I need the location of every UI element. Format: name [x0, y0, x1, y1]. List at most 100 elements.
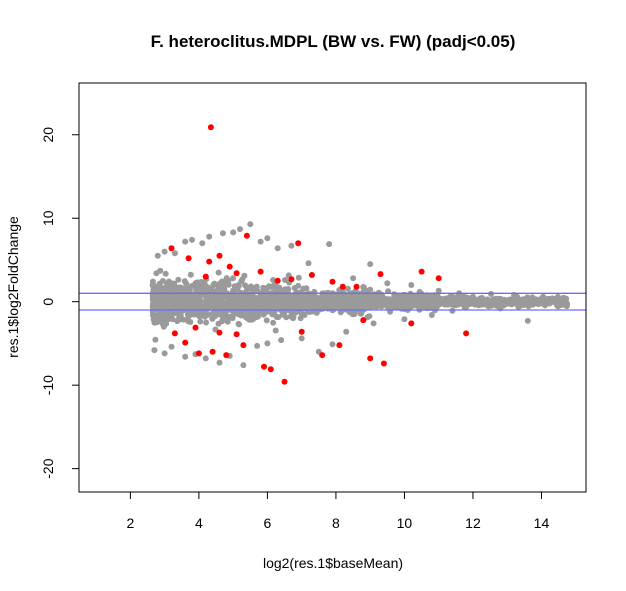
gray-point	[274, 245, 281, 252]
gray-point	[408, 282, 415, 288]
gray-point	[236, 311, 242, 318]
y-axis: -20 -10 0 10 20	[40, 127, 80, 479]
red-point	[267, 366, 274, 373]
gray-point	[201, 313, 208, 320]
y-tick-label: 10	[40, 210, 56, 226]
gray-point	[397, 299, 404, 306]
gray-point	[299, 296, 306, 302]
gray-point	[230, 275, 236, 282]
gray-point	[490, 296, 497, 303]
x-axis: 2 4 6 8 10 12 14	[126, 491, 549, 531]
gray-point	[161, 350, 168, 357]
gray-point	[379, 300, 385, 307]
gray-point	[412, 295, 419, 302]
red-point	[261, 363, 267, 370]
gray-point	[203, 294, 210, 301]
gray-point	[203, 319, 210, 326]
red-point	[216, 252, 223, 259]
gray-point	[277, 299, 284, 306]
gray-point	[470, 293, 476, 300]
chart-title: F. heteroclitus.MDPL (BW vs. FW) (padj<0…	[151, 32, 516, 51]
red-point	[329, 278, 336, 285]
gray-point	[278, 337, 285, 344]
y-axis-label: res.1$log2FoldChange	[5, 216, 21, 358]
y-tick-label: -20	[40, 458, 56, 478]
gray-point	[449, 307, 456, 314]
gray-point	[175, 287, 181, 294]
gray-point	[239, 276, 246, 283]
gray-point	[455, 298, 462, 305]
gray-point	[191, 295, 198, 301]
gray-point	[196, 300, 203, 307]
gray-point	[330, 306, 337, 313]
gray-point	[337, 309, 344, 316]
red-point	[336, 342, 343, 349]
gray-point	[354, 299, 361, 306]
gray-point	[444, 301, 451, 308]
y-tick-label: 0	[40, 298, 56, 306]
red-point	[226, 263, 233, 270]
gray-point	[295, 301, 301, 308]
gray-point	[274, 288, 280, 295]
gray-point	[416, 293, 423, 299]
gray-point	[435, 287, 442, 294]
gray-point	[338, 294, 344, 301]
red-point	[206, 258, 213, 265]
gray-point	[151, 283, 158, 290]
gray-point	[270, 319, 277, 326]
gray-point	[283, 297, 290, 304]
gray-point	[162, 270, 169, 277]
series-red-points	[168, 124, 470, 385]
gray-point	[261, 297, 268, 304]
red-point	[463, 330, 470, 337]
red-point	[202, 273, 209, 280]
red-point	[360, 317, 367, 324]
gray-point	[288, 242, 295, 249]
gray-point	[183, 285, 190, 292]
gray-point	[263, 317, 270, 324]
gray-point	[191, 300, 198, 307]
gray-point	[180, 294, 186, 301]
gray-point	[298, 310, 305, 317]
gray-point	[344, 285, 351, 292]
gray-point	[211, 280, 218, 287]
gray-point	[562, 300, 569, 307]
gray-point	[324, 304, 331, 311]
gray-point	[318, 303, 325, 310]
gray-point	[280, 287, 287, 294]
gray-point	[329, 298, 336, 305]
gray-point	[182, 353, 189, 360]
gray-point	[329, 341, 336, 348]
x-tick-label: 12	[465, 515, 481, 531]
gray-point	[252, 294, 258, 301]
gray-point	[254, 287, 261, 294]
gray-point	[343, 328, 350, 335]
gray-point	[393, 303, 400, 310]
gray-point	[275, 314, 282, 321]
gray-point	[173, 302, 180, 309]
gray-point	[401, 316, 408, 323]
gray-point	[214, 302, 221, 309]
gray-point	[245, 305, 251, 312]
red-point	[171, 330, 178, 337]
red-point	[209, 348, 216, 355]
red-point	[319, 352, 326, 359]
gray-point	[270, 277, 277, 283]
gray-point	[182, 300, 188, 307]
gray-point	[202, 355, 209, 362]
red-point	[308, 272, 315, 278]
gray-point	[236, 321, 242, 328]
gray-point	[187, 319, 194, 325]
gray-point	[224, 281, 231, 288]
red-point	[233, 331, 240, 338]
red-point	[182, 339, 189, 346]
gray-point	[308, 299, 315, 305]
gray-point	[169, 281, 176, 288]
red-point	[288, 276, 295, 283]
red-point	[223, 352, 230, 359]
gray-point	[388, 297, 395, 304]
gray-point	[219, 230, 226, 237]
gray-point	[156, 312, 163, 319]
gray-point	[498, 297, 505, 304]
gray-point	[162, 293, 169, 299]
